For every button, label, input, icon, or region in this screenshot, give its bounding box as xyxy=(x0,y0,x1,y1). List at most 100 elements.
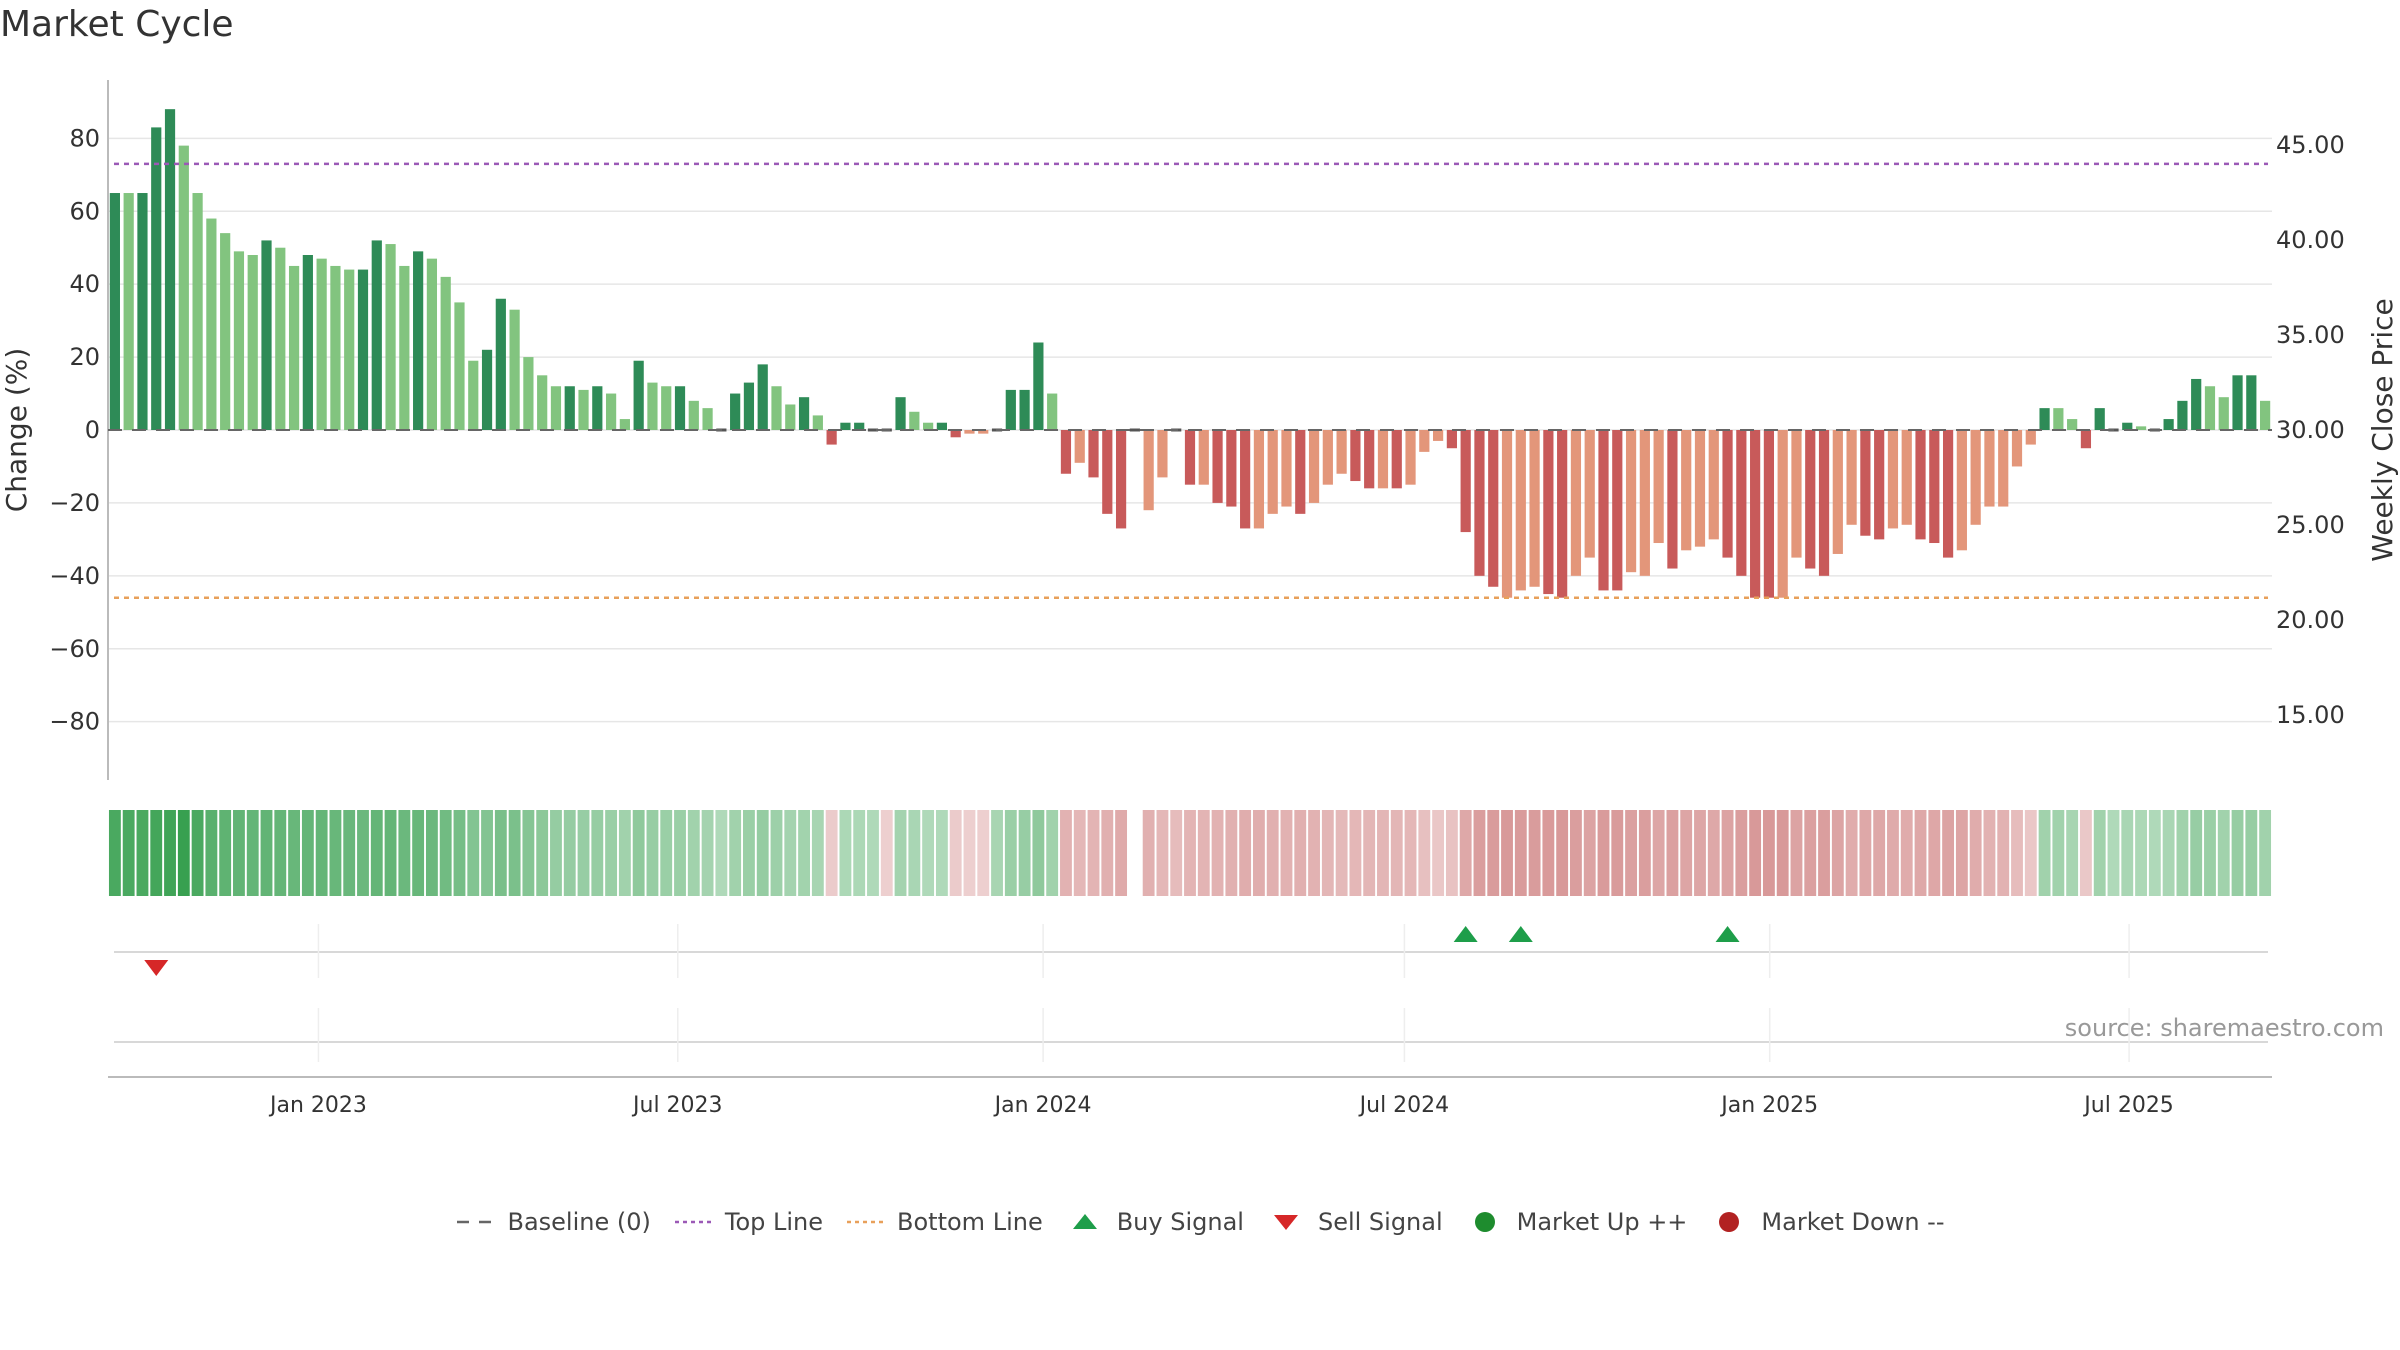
legend-item-sell: Sell Signal xyxy=(1266,1208,1443,1236)
bar xyxy=(206,218,217,430)
heat-cell xyxy=(1528,810,1541,896)
bar xyxy=(233,251,245,430)
bar xyxy=(1529,430,1540,587)
legend-symbol-sell xyxy=(1273,1215,1298,1230)
bar xyxy=(2204,386,2216,430)
bar xyxy=(1915,430,1926,540)
heat-cell xyxy=(1060,810,1072,896)
buy-signal-marker xyxy=(1453,926,1478,942)
heat-cell xyxy=(315,810,328,896)
bar xyxy=(936,422,947,430)
bar xyxy=(2094,408,2105,430)
bar xyxy=(440,276,451,430)
bar xyxy=(481,349,493,430)
bar xyxy=(1681,430,1692,551)
bar xyxy=(151,127,162,430)
y-tick-label: −60 xyxy=(49,635,100,663)
bar xyxy=(812,415,823,430)
heat-cell xyxy=(1942,810,1955,896)
heat-cell xyxy=(2135,810,2147,896)
bar xyxy=(730,393,741,430)
y2-tick-label: 35.00 xyxy=(2276,321,2345,349)
heat-cell xyxy=(2231,810,2244,896)
heat-cell xyxy=(150,810,163,896)
heat-cell xyxy=(1445,810,1458,896)
heat-cell xyxy=(1473,810,1486,896)
heat-cell xyxy=(1597,810,1610,896)
heat-cell xyxy=(2107,810,2120,896)
bar xyxy=(1240,430,1251,529)
y-tick-label: 80 xyxy=(69,124,100,152)
bar xyxy=(413,251,424,430)
bar xyxy=(385,244,396,430)
heat-cell xyxy=(1349,810,1362,896)
bar xyxy=(661,386,672,430)
bar xyxy=(1501,430,1513,598)
heat-cell xyxy=(2024,810,2037,896)
legend-label: Bottom Line xyxy=(897,1208,1043,1236)
bar xyxy=(674,386,686,430)
bar xyxy=(1612,430,1623,591)
bar xyxy=(1887,430,1899,529)
legend-symbol-buy xyxy=(1072,1214,1097,1229)
heat-cell xyxy=(536,810,549,896)
bar xyxy=(316,258,327,430)
bar xyxy=(619,419,630,430)
heat-cell xyxy=(108,810,121,896)
bar xyxy=(964,430,975,434)
bar xyxy=(2218,397,2229,430)
heat-cell xyxy=(1969,810,1982,896)
bar xyxy=(1846,430,1857,525)
heat-cell xyxy=(867,810,879,896)
heat-cell xyxy=(632,810,645,896)
heat-cell xyxy=(2204,810,2216,896)
y-tick-label: −20 xyxy=(49,489,100,517)
bar xyxy=(2025,430,2036,445)
bar xyxy=(785,404,796,430)
heat-cell xyxy=(219,810,232,896)
x-tick-label: Jul 2023 xyxy=(631,1093,723,1118)
sell-signal-marker xyxy=(144,960,169,976)
heat-cell xyxy=(1735,810,1748,896)
bar xyxy=(1446,430,1457,449)
bar xyxy=(743,382,755,430)
heat-cell xyxy=(1790,810,1803,896)
heat-cell xyxy=(136,810,149,896)
heat-cell xyxy=(2190,810,2203,896)
heat-cell xyxy=(1321,810,1334,896)
bar xyxy=(1308,430,1320,503)
bar xyxy=(702,408,713,430)
legend-symbol-down xyxy=(1719,1212,1740,1232)
y-tick-label: 0 xyxy=(85,416,100,444)
y2-axis-title: Weekly Close Price xyxy=(2366,298,2399,561)
heat-cell xyxy=(2038,810,2051,896)
bar xyxy=(1584,430,1595,558)
heat-cell xyxy=(425,810,438,896)
heat-cell xyxy=(1459,810,1472,896)
legend-label: Baseline (0) xyxy=(507,1208,651,1236)
bar xyxy=(1074,430,1085,463)
heat-cell xyxy=(1997,810,2010,896)
bar xyxy=(247,255,258,430)
bar xyxy=(1005,389,1016,430)
heat-cell xyxy=(1652,810,1665,896)
heat-cell xyxy=(1266,810,1279,896)
bar xyxy=(1570,430,1582,576)
bar xyxy=(454,302,465,430)
bar xyxy=(950,430,961,438)
bar xyxy=(909,411,920,430)
bar xyxy=(1060,430,1072,474)
heat-strip xyxy=(108,810,2272,896)
heat-cell xyxy=(1611,810,1624,896)
heat-cell xyxy=(1280,810,1293,896)
heat-cell xyxy=(1873,810,1886,896)
bar xyxy=(1405,430,1416,485)
legend-item-baseline: Baseline (0) xyxy=(455,1208,651,1236)
heat-cell xyxy=(674,810,686,896)
heat-cell xyxy=(370,810,383,896)
legend-symbol-up xyxy=(1474,1212,1495,1232)
bar xyxy=(537,375,548,430)
legend-item-up: Market Up ++ xyxy=(1465,1208,1687,1236)
bar xyxy=(2011,430,2023,467)
heat-cell xyxy=(2066,810,2079,896)
